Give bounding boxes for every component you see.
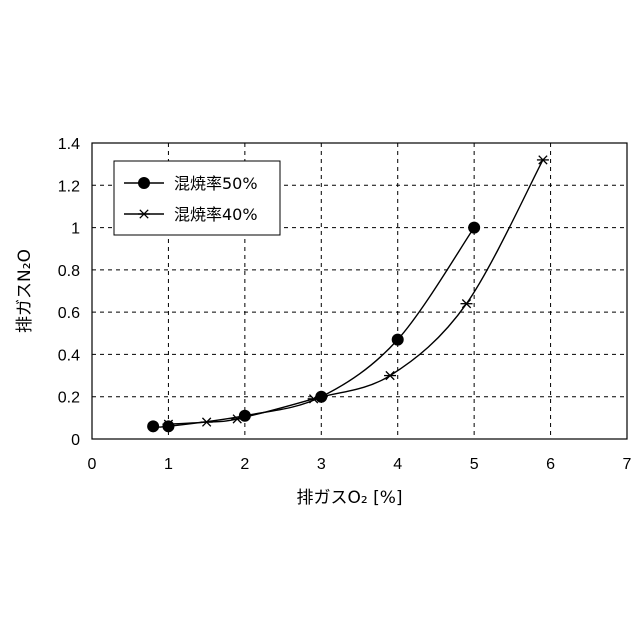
x-tick-label: 0 bbox=[88, 456, 97, 473]
x-tick-label: 6 bbox=[546, 456, 555, 473]
circle-marker bbox=[147, 420, 159, 432]
y-tick-label: 1.4 bbox=[58, 136, 80, 153]
legend-label: 混焼率40% bbox=[174, 205, 258, 224]
y-tick-label: 1.2 bbox=[58, 178, 80, 195]
y-tick-label: 0.2 bbox=[58, 390, 80, 407]
y-tick-label: 0 bbox=[71, 432, 80, 449]
y-axis-title: 排ガスN₂O bbox=[15, 249, 35, 333]
circle-marker bbox=[162, 420, 174, 432]
x-tick-label: 7 bbox=[623, 456, 632, 473]
y-tick-label: 0.4 bbox=[58, 347, 80, 364]
circle-marker bbox=[138, 177, 150, 189]
x-axis-title: 排ガスO₂ [%] bbox=[296, 488, 402, 508]
x-tick-label: 4 bbox=[393, 456, 402, 473]
x-tick-label: 1 bbox=[164, 456, 173, 473]
circle-marker bbox=[468, 222, 480, 234]
y-tick-label: 1 bbox=[71, 221, 80, 238]
legend-label: 混焼率50% bbox=[174, 174, 258, 193]
x-tick-label: 5 bbox=[470, 456, 479, 473]
x-tick-label: 2 bbox=[240, 456, 249, 473]
y-tick-label: 0.6 bbox=[58, 305, 80, 322]
x-tick-label: 3 bbox=[317, 456, 326, 473]
legend: 混焼率50% 混焼率40% bbox=[114, 161, 280, 235]
y-tick-label: 0.8 bbox=[58, 263, 80, 280]
circle-marker bbox=[392, 334, 404, 346]
